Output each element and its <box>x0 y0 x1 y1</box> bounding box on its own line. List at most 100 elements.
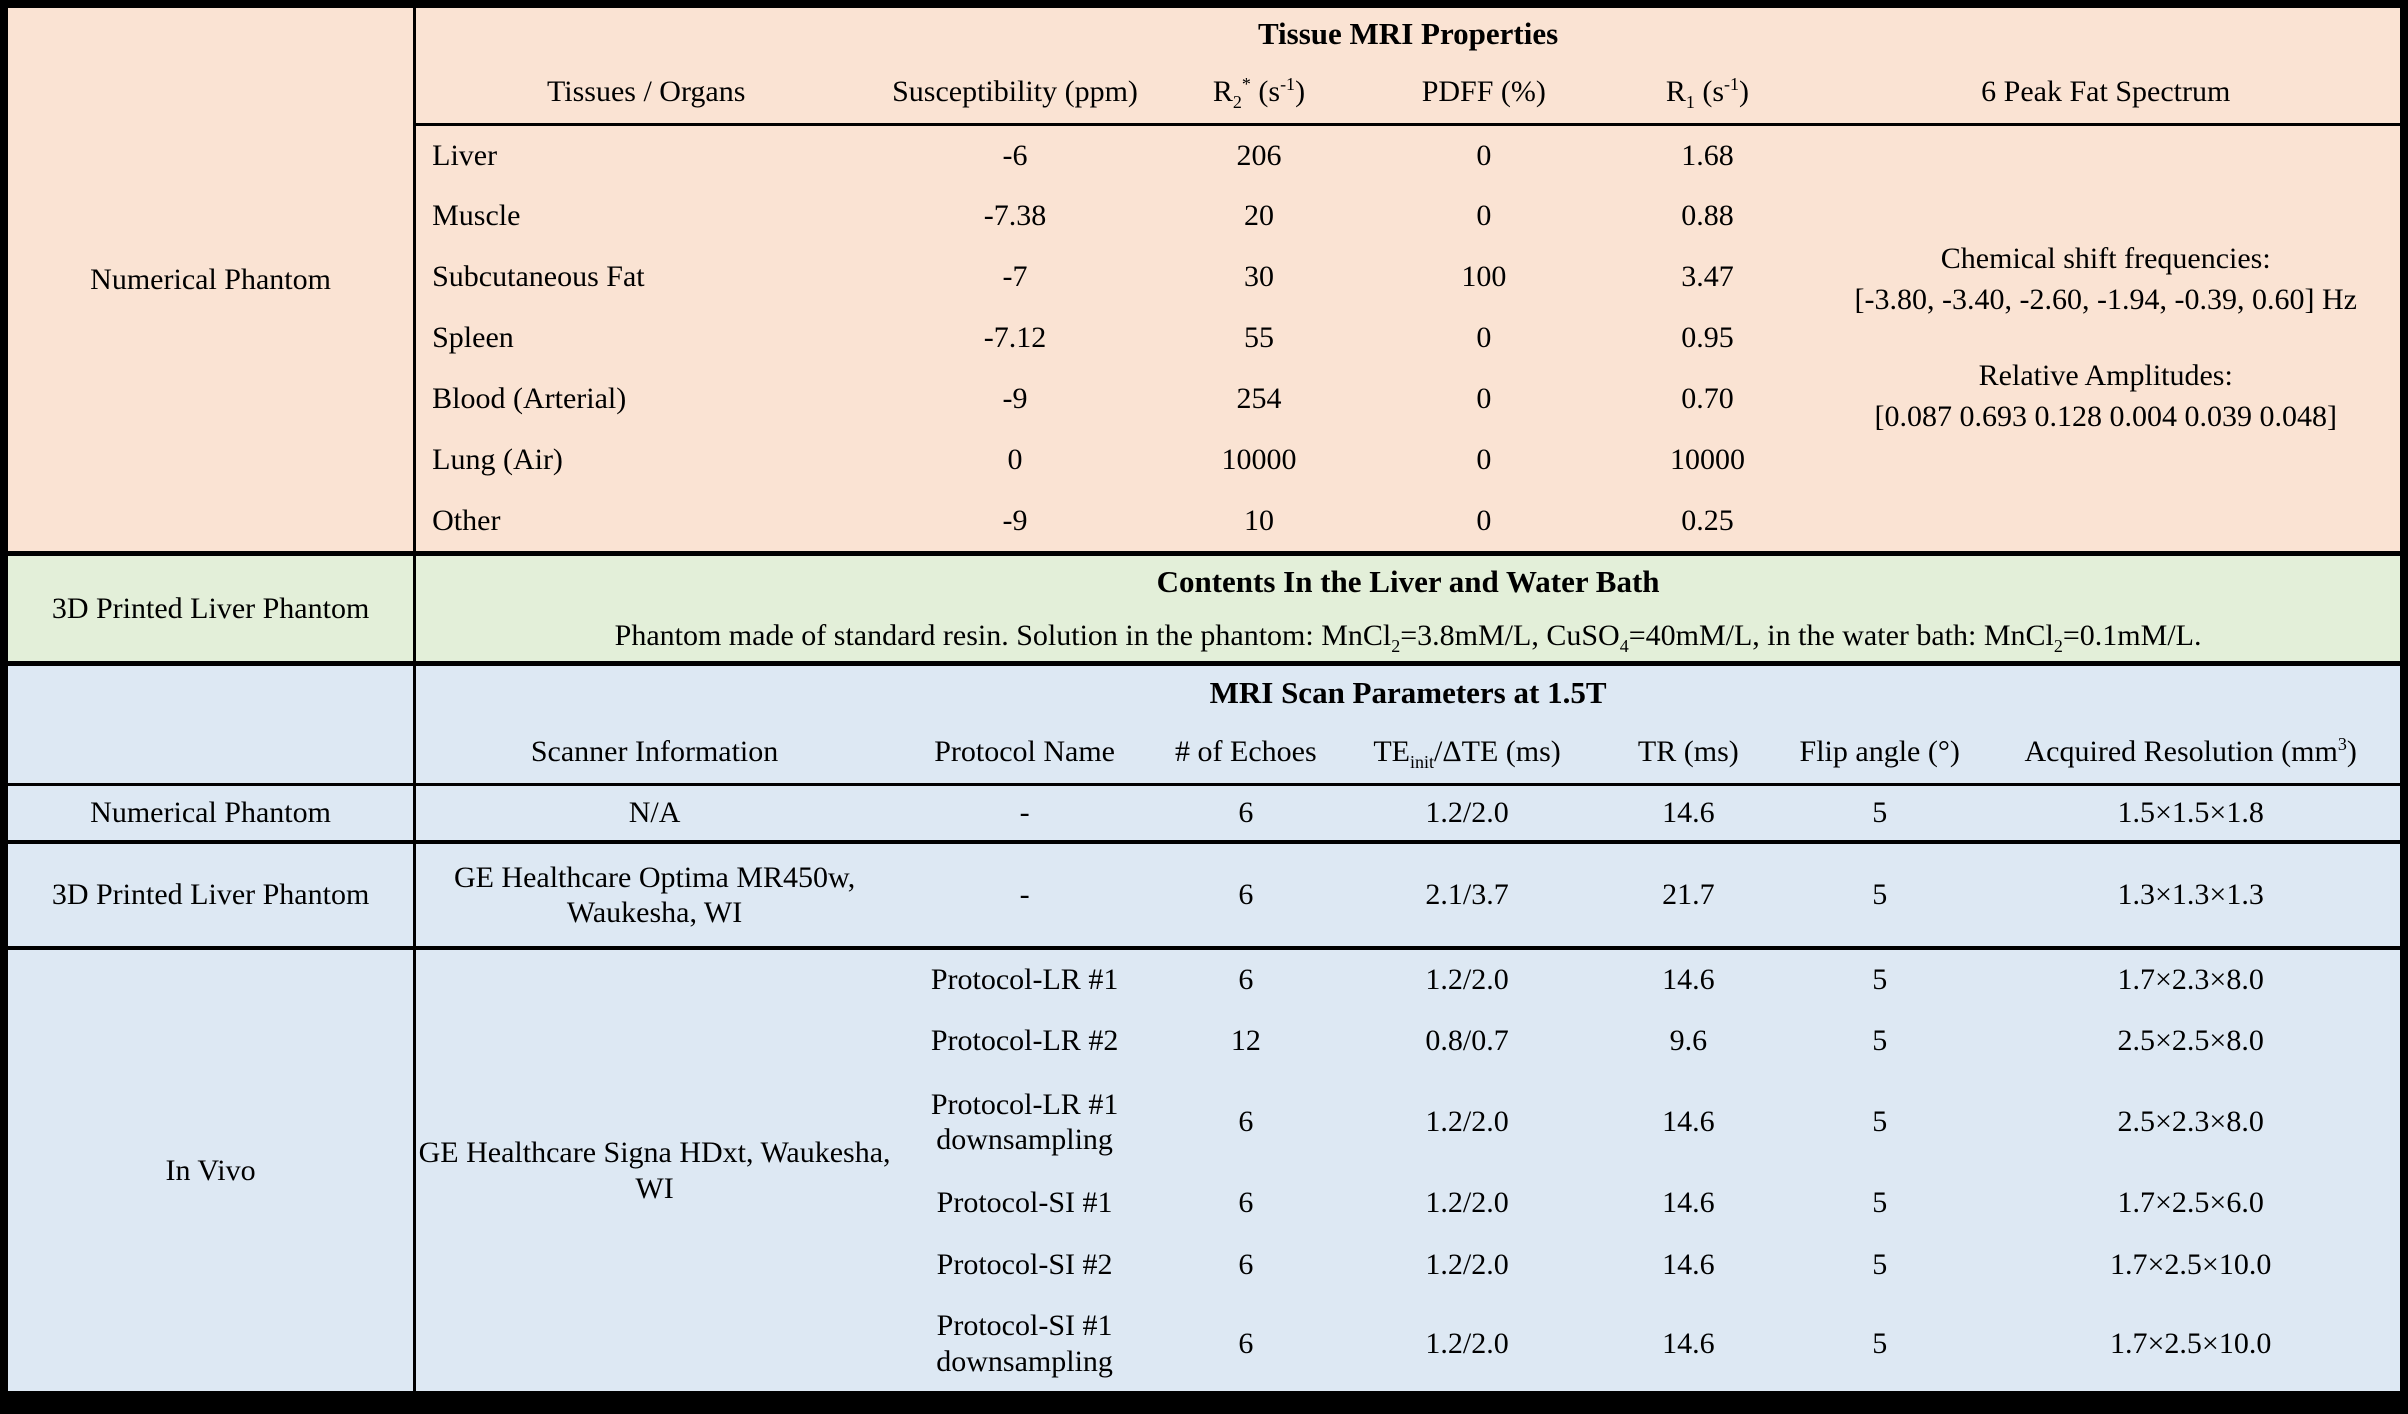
cell-pdff: 0 <box>1476 138 1492 172</box>
cell-tissue: Liver <box>432 138 498 172</box>
cell-flip: 5 <box>1778 784 1982 844</box>
cell-r2star: 206 <box>1236 138 1282 172</box>
printed-description-row: Phantom made of standard resin. Solution… <box>8 610 2400 664</box>
cell-tissue: Lung (Air) <box>432 442 563 476</box>
printed-title-row: 3D Printed Liver Phantom Contents In the… <box>8 553 2400 664</box>
cell-r1: 1.68 <box>1681 138 1734 172</box>
printed-section-title: Contents In the Liver and Water Bath <box>1156 564 1660 600</box>
col-header-r1: R1 (s-1) <box>1603 60 1812 126</box>
cell-scanner: GE Healthcare Optima MR450w, Waukesha, W… <box>414 842 894 950</box>
cell-r2star: 30 <box>1243 259 1274 293</box>
cell-te: 1.2/2.0 <box>1425 1326 1509 1360</box>
tissue-row-liver: Liver -6 206 0 1.68 Chemical shift frequ… <box>8 124 2400 433</box>
cell-tissue: Muscle <box>432 198 521 232</box>
cell-echoes: 6 <box>1238 1326 1254 1360</box>
chemical-shift-block: Chemical shift frequencies: [-3.80, -3.4… <box>1812 239 2401 320</box>
scan-header-row: Scanner Information Protocol Name # of E… <box>8 720 2400 786</box>
cell-flip: 5 <box>1872 1186 1888 1220</box>
cell-susceptibility: -7 <box>1002 259 1028 293</box>
cell-protocol: Protocol-LR #1 downsampling <box>930 1087 1119 1156</box>
tissue-row-spleen: Spleen -7.12 55 0 0.95 <box>8 307 2400 368</box>
scan-title-row: MRI Scan Parameters at 1.5T <box>8 666 2400 786</box>
cell-pdff: 100 <box>1461 259 1507 293</box>
col-header-num-echoes: # of Echoes <box>1156 720 1336 786</box>
col-header-tissues-organs: Tissues / Organs <box>414 60 877 126</box>
scan-header-label-cell <box>8 666 417 786</box>
cell-r2star: 10 <box>1243 503 1274 537</box>
cell-susceptibility: -9 <box>1002 503 1028 537</box>
cell-tr: 9.6 <box>1669 1024 1708 1058</box>
col-header-flip-angle: Flip angle (°) <box>1778 720 1982 786</box>
scan-row-in-vivo-protocol-si1-downsampling: Protocol-SI #1 downsampling 6 1.2/2.0 14… <box>8 1296 2400 1391</box>
tissue-header-row: Tissues / Organs Susceptibility (ppm) R2… <box>8 60 2400 126</box>
cell-susceptibility: -9 <box>1002 381 1028 415</box>
printed-phantom-table: 3D Printed Liver Phantom Contents In the… <box>8 551 2400 666</box>
chemical-shift-values: [-3.80, -3.40, -2.60, -1.94, -0.39, 0.60… <box>1854 282 2357 316</box>
cell-r2star: 10000 <box>1221 442 1297 476</box>
cell-resolution: 2.5×2.3×8.0 <box>2117 1105 2264 1139</box>
cell-scanner: GE Healthcare Signa HDxt, Waukesha, WI <box>418 1136 891 1205</box>
scan-row-in-vivo-protocol-si2: Protocol-SI #2 6 1.2/2.0 14.6 5 1.7×2.5×… <box>8 1234 2400 1296</box>
tissue-row-other: Other -9 10 0 0.25 <box>8 490 2400 551</box>
cell-flip: 5 <box>1872 1248 1888 1282</box>
cell-pdff: 0 <box>1476 320 1492 354</box>
cell-tissue: Other <box>432 503 501 537</box>
cell-susceptibility: 0 <box>1007 442 1023 476</box>
cell-r2star: 20 <box>1243 198 1274 232</box>
cell-tissue: Subcutaneous Fat <box>432 259 645 293</box>
col-header-susceptibility: Susceptibility (ppm) <box>876 60 1154 126</box>
cell-protocol: Protocol-SI #1 <box>936 1186 1113 1220</box>
cell-r1: 0.88 <box>1681 198 1734 232</box>
cell-resolution: 1.7×2.5×6.0 <box>2117 1186 2264 1220</box>
cell-resolution: 1.7×2.5×10.0 <box>2110 1326 2272 1360</box>
col-header-tr: TR (ms) <box>1598 720 1779 786</box>
cell-r1: 0.25 <box>1681 503 1734 537</box>
tissue-section-title: Tissue MRI Properties <box>1257 15 1559 51</box>
cell-flip: 5 <box>1778 842 1982 950</box>
relative-amplitudes-values: [0.087 0.693 0.128 0.004 0.039 0.048] <box>1874 399 2337 433</box>
cell-resolution: 1.7×2.5×10.0 <box>2110 1248 2272 1282</box>
cell-te: 0.8/0.7 <box>1425 1024 1509 1058</box>
cell-tr: 14.6 <box>1598 784 1779 844</box>
cell-echoes: 6 <box>1238 963 1254 997</box>
cell-protocol: Protocol-LR #2 <box>930 1024 1119 1058</box>
cell-tr: 14.6 <box>1662 1248 1715 1282</box>
printed-phantom-description: Phantom made of standard resin. Solution… <box>614 618 2202 656</box>
cell-protocol: Protocol-SI #1 downsampling <box>936 1309 1113 1378</box>
relative-amplitudes-block: Relative Amplitudes: [0.087 0.693 0.128 … <box>1812 356 2401 437</box>
scan-row-numerical-phantom: Numerical Phantom N/A - 6 1.2/2.0 14.6 5… <box>8 784 2400 844</box>
row-label-numerical-phantom: Numerical Phantom <box>8 784 417 844</box>
scan-parameters-table: MRI Scan Parameters at 1.5T Scanner Info… <box>8 666 2400 1391</box>
cell-r2star: 55 <box>1243 320 1274 354</box>
cell-scanner: N/A <box>414 784 894 844</box>
cell-echoes: 12 <box>1230 1024 1261 1058</box>
cell-protocol: Protocol-LR #1 <box>930 963 1119 997</box>
cell-te: 2.1/3.7 <box>1335 842 1599 950</box>
cell-tr: 14.6 <box>1662 1326 1715 1360</box>
cell-resolution: 2.5×2.5×8.0 <box>2117 1024 2264 1058</box>
cell-susceptibility: -7.12 <box>983 320 1047 354</box>
cell-tr: 14.6 <box>1662 963 1715 997</box>
row-label-3d-printed-liver-phantom: 3D Printed Liver Phantom <box>8 553 417 664</box>
col-header-protocol-name: Protocol Name <box>893 720 1157 786</box>
col-header-scanner-information: Scanner Information <box>414 720 894 786</box>
cell-resolution: 1.5×1.5×1.8 <box>1981 784 2400 844</box>
col-header-r2star: R2* (s-1) <box>1153 60 1365 126</box>
cell-pdff: 0 <box>1476 503 1492 537</box>
scan-row-in-vivo-protocol-lr1-downsampling: Protocol-LR #1 downsampling 6 1.2/2.0 14… <box>8 1072 2400 1172</box>
cell-echoes: 6 <box>1238 1248 1254 1282</box>
cell-tr: 21.7 <box>1598 842 1779 950</box>
col-header-te: TEinit/ΔTE (ms) <box>1335 720 1599 786</box>
cell-susceptibility: -7.38 <box>983 198 1047 232</box>
cell-te: 1.2/2.0 <box>1425 1248 1509 1282</box>
cell-r1: 10000 <box>1669 442 1745 476</box>
fat-spectrum-content: Chemical shift frequencies: [-3.80, -3.4… <box>1812 239 2401 437</box>
tissue-properties-table: Numerical Phantom Tissue MRI Properties … <box>8 8 2400 551</box>
cell-protocol: - <box>893 842 1157 950</box>
cell-echoes: 6 <box>1156 842 1336 950</box>
col-header-fat-spectrum: 6 Peak Fat Spectrum <box>1811 60 2400 126</box>
row-label-numerical-phantom: Numerical Phantom <box>8 8 417 551</box>
cell-flip: 5 <box>1872 1024 1888 1058</box>
cell-tissue: Blood (Arterial) <box>432 381 627 415</box>
